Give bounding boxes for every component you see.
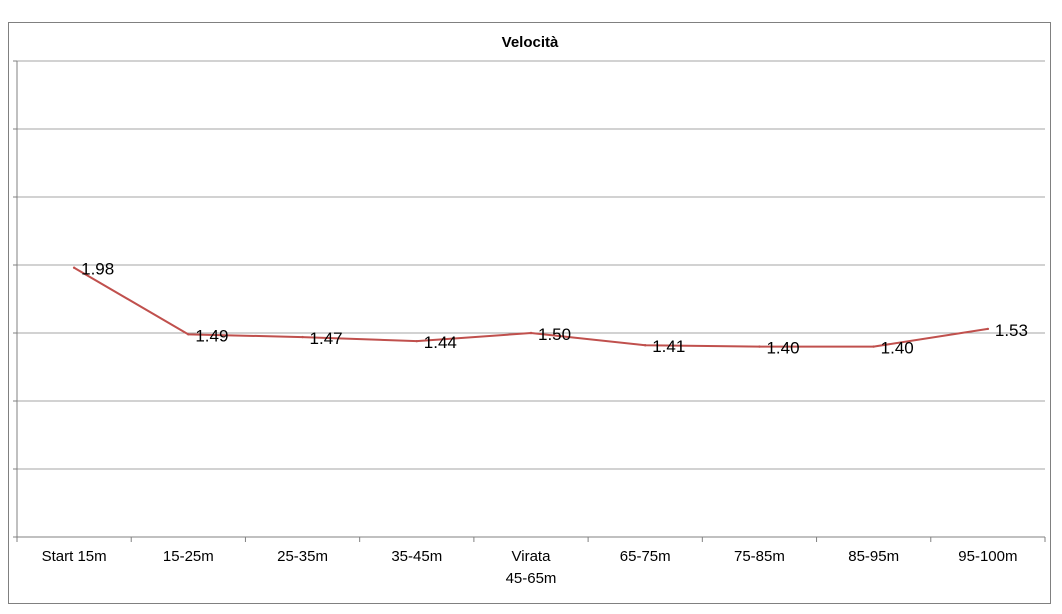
x-tick-label: 25-35m bbox=[277, 548, 328, 565]
x-tick-label: 35-45m bbox=[391, 548, 442, 565]
axes bbox=[13, 60, 1046, 542]
data-point bbox=[644, 344, 647, 347]
data-label: 1.49 bbox=[195, 326, 228, 345]
x-tick-label: 15-25m bbox=[163, 548, 214, 565]
gridlines bbox=[17, 60, 1045, 470]
data-point bbox=[415, 339, 418, 343]
data-label: 1.53 bbox=[995, 321, 1028, 340]
data-label: 1.50 bbox=[538, 325, 571, 344]
data-point bbox=[529, 331, 533, 335]
x-tick-label: 95-100m bbox=[958, 548, 1017, 565]
data-label: 1.40 bbox=[881, 339, 914, 358]
chart-title: Velocità bbox=[502, 34, 559, 51]
series bbox=[72, 266, 990, 348]
x-tick-label: 85-95m bbox=[848, 548, 899, 565]
x-tick-label: 65-75m bbox=[620, 548, 671, 565]
data-label: 1.98 bbox=[81, 260, 114, 279]
data-point bbox=[758, 345, 761, 348]
data-point bbox=[986, 327, 990, 331]
data-label: 1.47 bbox=[310, 329, 343, 348]
x-tick-label: Start 15m bbox=[42, 548, 107, 565]
line-chart: Velocità Start 15m 15-25m 25-35m 35-45m Vira… bbox=[13, 34, 1046, 587]
data-labels: 1.98 1.49 1.47 1.44 1.50 1.41 1.40 1.40 1.53 bbox=[81, 260, 1028, 358]
data-label: 1.40 bbox=[766, 339, 799, 358]
chart-frame: Velocità Start 15m 15-25m 25-35m 35-45m Vira… bbox=[8, 22, 1051, 604]
x-tick-label: 75-85m bbox=[734, 548, 785, 565]
data-point bbox=[872, 345, 875, 348]
x-tick-label: Virata 45-65m bbox=[506, 548, 557, 587]
data-point bbox=[72, 266, 76, 269]
data-label: 1.44 bbox=[424, 333, 457, 352]
data-point bbox=[301, 335, 304, 339]
data-label: 1.41 bbox=[652, 337, 685, 356]
x-tick-labels: Start 15m 15-25m 25-35m 35-45m Virata 45-65m 6… bbox=[42, 548, 1018, 587]
data-point bbox=[187, 333, 190, 336]
